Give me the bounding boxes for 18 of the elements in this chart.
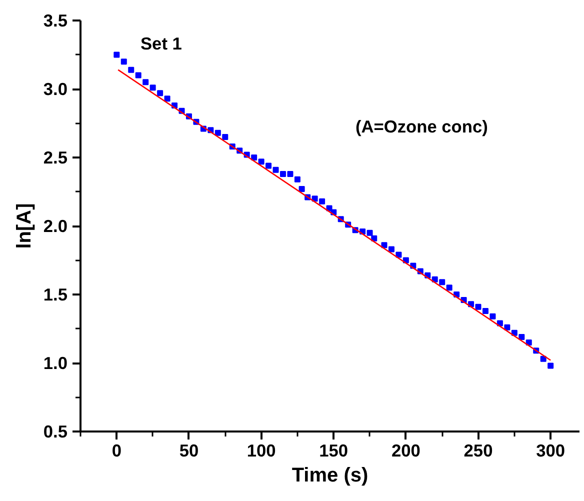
x-axis-title: Time (s) — [292, 464, 368, 486]
x-tick-label: 300 — [536, 440, 566, 460]
y-tick-label: 1.5 — [43, 284, 68, 304]
y-tick-label: 1.0 — [43, 353, 68, 373]
y-tick-label: 2.0 — [43, 216, 68, 236]
y-tick-label: 3.0 — [43, 79, 68, 99]
y-tick-label: 3.5 — [43, 10, 68, 30]
y-tick-label: 2.5 — [43, 148, 68, 168]
x-tick-label: 250 — [464, 440, 493, 460]
x-tick-label: 0 — [112, 440, 122, 460]
y-axis-title: ln[A] — [13, 203, 36, 249]
y-tick-label: 0.5 — [43, 422, 68, 442]
x-tick-label: 100 — [246, 440, 276, 460]
x-tick-label: 150 — [319, 440, 348, 460]
annotation: Set 1 — [140, 34, 182, 54]
annotation: (A=Ozone conc) — [356, 116, 488, 136]
x-tick-label: 50 — [179, 440, 199, 460]
x-tick-label: 200 — [391, 440, 420, 460]
